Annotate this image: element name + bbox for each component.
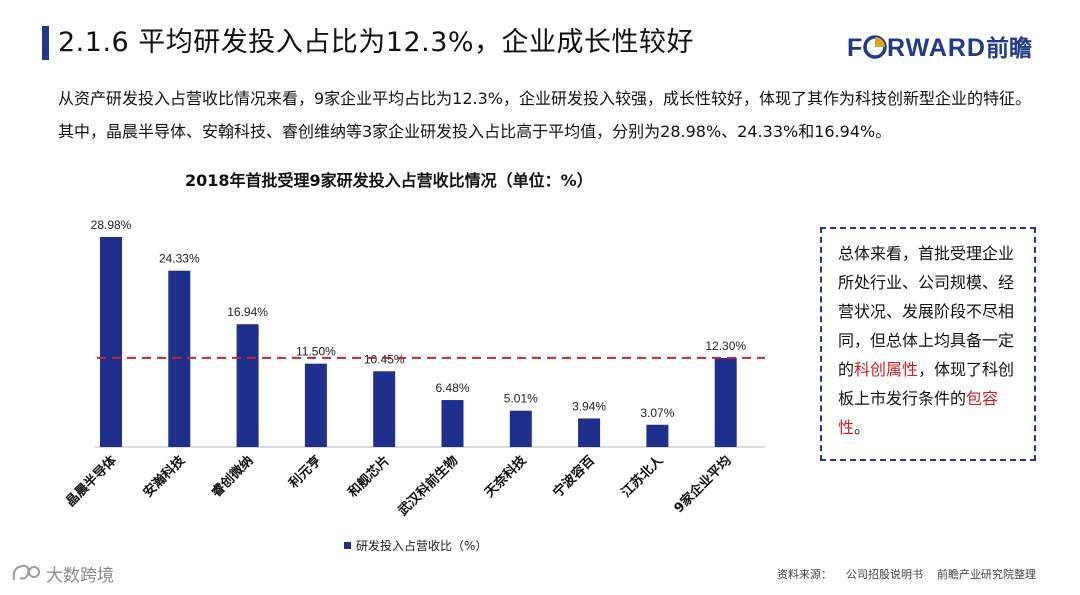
watermark-logo: 大数跨境 (12, 564, 114, 586)
source-line: 资料来源： 公司招股说明书 前瞻产业研究院整理 (777, 566, 1050, 582)
bar (578, 418, 601, 447)
bar-value-label: 11.50% (296, 345, 336, 359)
bar (236, 324, 259, 447)
bar (304, 363, 327, 447)
bar-value-label: 3.94% (572, 399, 606, 413)
legend-label: 研发投入占营收比（%） (356, 538, 487, 553)
source-item-prospectus: 公司招股说明书 (846, 568, 923, 581)
svg-text:RWARD: RWARD (887, 34, 986, 62)
bar (509, 410, 532, 447)
bar (441, 400, 464, 447)
bar-value-label: 10.45% (364, 352, 405, 366)
note-highlight-inclusiveness: 包容性 (838, 389, 999, 437)
page-title: 2.1.6 平均研发投入占比为12.3%，企业成长性较好 (58, 27, 695, 58)
category-label: 利元亨 (286, 453, 325, 492)
category-label: 9家企业平均 (671, 453, 735, 517)
bar (100, 237, 122, 447)
category-label: 睿创微纳 (208, 453, 256, 501)
bar (714, 357, 737, 447)
svg-text:F: F (847, 34, 863, 62)
note-highlight-innovation: 科创属性 (854, 360, 919, 379)
note-text-2: ，体现了科创板上市发行条件的 (838, 360, 1015, 408)
legend-swatch (344, 542, 351, 549)
bar-value-label: 3.07% (640, 406, 674, 420)
category-label: 宁波容百 (550, 453, 598, 501)
note-text-3: 。 (854, 418, 871, 437)
category-label: 武汉科前生物 (395, 453, 461, 519)
intro-paragraph: 从资产研发投入占营收比情况来看，9家企业平均占比为12.3%，企业研发投入较强，… (58, 89, 1032, 141)
bar-value-label: 28.98% (91, 218, 132, 232)
category-label: 天奈科技 (482, 452, 531, 501)
bar-value-label: 16.94% (227, 305, 268, 319)
category-label: 安瀚科技 (140, 452, 189, 501)
forward-logo: F RWARD 前瞻 (847, 34, 1032, 62)
chart-title: 2018年首批受理9家研发投入占营收比情况（单位：%） (185, 171, 593, 190)
bar-value-label: 5.01% (504, 392, 538, 406)
source-item-institute: 前瞻产业研究院整理 (937, 568, 1036, 581)
bar (646, 424, 669, 447)
bar-value-label: 6.48% (435, 381, 469, 395)
title-accent-bar (42, 26, 49, 60)
svg-text:前瞻: 前瞻 (986, 35, 1032, 62)
source-label: 资料来源： (777, 568, 832, 581)
note-text-1: 总体来看，首批受理企业所处行业、公司规模、经营状况、发展阶段不尽相同，但总体上均… (838, 244, 1015, 379)
category-label: 晶晨半导体 (63, 452, 121, 510)
watermark-text: 大数跨境 (46, 566, 114, 586)
bar (373, 371, 396, 447)
category-label: 江苏北人 (618, 452, 667, 501)
bar-value-label: 24.33% (159, 252, 200, 266)
summary-note-box: 总体来看，首批受理企业所处行业、公司规模、经营状况、发展阶段不尽相同，但总体上均… (820, 227, 1036, 461)
category-label: 和舰芯片 (345, 453, 393, 501)
bar-value-label: 12.30% (705, 339, 746, 353)
